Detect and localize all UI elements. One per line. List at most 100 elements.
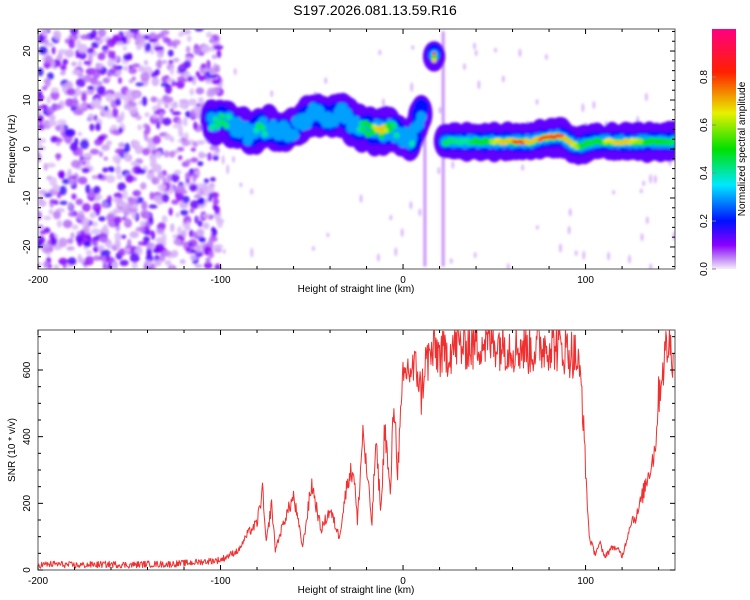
heatmap-cell <box>141 201 148 211</box>
heatmap-cell <box>43 215 52 221</box>
heatmap-cell <box>77 176 88 185</box>
heatmap-cell <box>154 259 162 267</box>
heatmap-cell <box>185 46 191 54</box>
heatmap-cell <box>203 261 213 269</box>
heatmap-cell <box>118 248 126 256</box>
heatmap-cell <box>52 210 61 220</box>
heatmap-cell <box>156 199 162 205</box>
figure-title: S197.2026.081.13.59.R16 <box>293 2 457 18</box>
heatmap-cell <box>640 233 644 242</box>
heatmap-cell <box>94 36 100 41</box>
heatmap-cell <box>58 237 68 248</box>
x-tick-label: 0 <box>400 275 406 286</box>
heatmap-cell <box>639 188 643 194</box>
heatmap-cell <box>68 201 73 210</box>
heatmap-cell <box>61 83 67 93</box>
heatmap-cell <box>559 243 562 253</box>
heatmap-cell <box>102 167 109 173</box>
heatmap-cell <box>122 189 128 200</box>
heatmap-cell <box>185 110 191 118</box>
heatmap-cell <box>393 132 400 139</box>
heatmap-cell <box>150 263 156 269</box>
heatmap-cell <box>38 94 45 102</box>
heatmap-cell <box>91 175 99 180</box>
heatmap-cell <box>129 29 139 34</box>
heatmap-cell <box>53 264 60 269</box>
heatmap-cell <box>99 233 108 243</box>
heatmap-cell <box>211 54 218 60</box>
heatmap-cell <box>473 252 477 259</box>
heatmap-cell <box>166 174 172 183</box>
heatmap-cell <box>193 105 200 115</box>
heatmap-cell <box>535 99 539 105</box>
heatmap-cell <box>208 239 214 248</box>
heatmap-cell <box>137 124 143 131</box>
heatmap-cell <box>181 229 187 238</box>
heatmap-cell <box>116 174 123 180</box>
heatmap-cell <box>195 87 205 95</box>
heatmap-cell <box>376 253 380 262</box>
heatmap-cell <box>83 60 91 65</box>
heatmap-cell <box>119 259 129 267</box>
heatmap-cell <box>212 244 221 253</box>
heatmap-cell <box>171 199 179 205</box>
heatmap-cell <box>607 251 611 261</box>
heatmap-cell <box>134 145 144 154</box>
heatmap-cell <box>126 89 136 99</box>
heatmap-cell <box>50 237 58 246</box>
heatmap-cell <box>101 249 111 257</box>
heatmap-cell <box>41 85 48 91</box>
x-tick-label: 0 <box>400 576 406 587</box>
heatmap-cell <box>80 102 86 109</box>
heatmap-cell <box>173 42 178 49</box>
heatmap-cell <box>38 152 41 162</box>
heatmap-cell <box>148 38 158 43</box>
heatmap-cell <box>115 41 124 46</box>
heatmap-cell <box>83 241 92 248</box>
heatmap-cell <box>53 30 62 41</box>
heatmap-cell <box>53 103 62 111</box>
heatmap-cell <box>160 60 168 64</box>
heatmap-cell <box>198 197 205 206</box>
heatmap-cell <box>201 184 209 192</box>
heatmap-cell <box>225 113 232 121</box>
heatmap-cell <box>161 193 170 203</box>
heatmap-cell <box>416 111 427 123</box>
heatmap-cell <box>359 194 363 203</box>
heatmap-cell <box>169 103 178 108</box>
heatmap-cell <box>672 231 675 242</box>
heatmap-cell <box>211 37 215 44</box>
heatmap-cell <box>129 231 139 239</box>
heatmap-cell <box>81 92 87 102</box>
colorbar-tick-label: 0.0 <box>699 262 710 276</box>
heatmap-cell <box>239 182 243 188</box>
heatmap-cell <box>501 75 505 83</box>
heatmap-cell <box>132 91 141 98</box>
x-tick-label: -200 <box>28 275 48 286</box>
heatmap-cell <box>250 188 254 195</box>
heatmap-cell <box>645 216 649 225</box>
heatmap-cell <box>114 70 122 76</box>
heatmap-cell <box>144 112 150 118</box>
heatmap-cell <box>197 229 204 237</box>
heatmap-cell <box>135 114 142 121</box>
heatmap-cell <box>195 71 201 78</box>
y-tick-label: 20 <box>22 45 33 57</box>
heatmap-cell <box>132 190 141 197</box>
heatmap-cell <box>155 243 165 252</box>
x-tick-label: -200 <box>28 576 48 587</box>
heatmap-cell <box>93 114 98 121</box>
heatmap-cell <box>49 199 59 204</box>
heatmap-cell <box>122 216 127 221</box>
heatmap-cell <box>612 190 616 195</box>
heatmap-cell <box>68 38 75 49</box>
heatmap-cell <box>59 185 67 196</box>
heatmap-cell <box>171 80 177 87</box>
heatmap-cell <box>190 157 199 163</box>
heatmap-cell <box>113 216 122 224</box>
heatmap-cell <box>57 119 67 126</box>
heatmap-cell <box>150 96 158 103</box>
heatmap-cell <box>157 171 164 180</box>
heatmap-cell <box>106 70 113 77</box>
